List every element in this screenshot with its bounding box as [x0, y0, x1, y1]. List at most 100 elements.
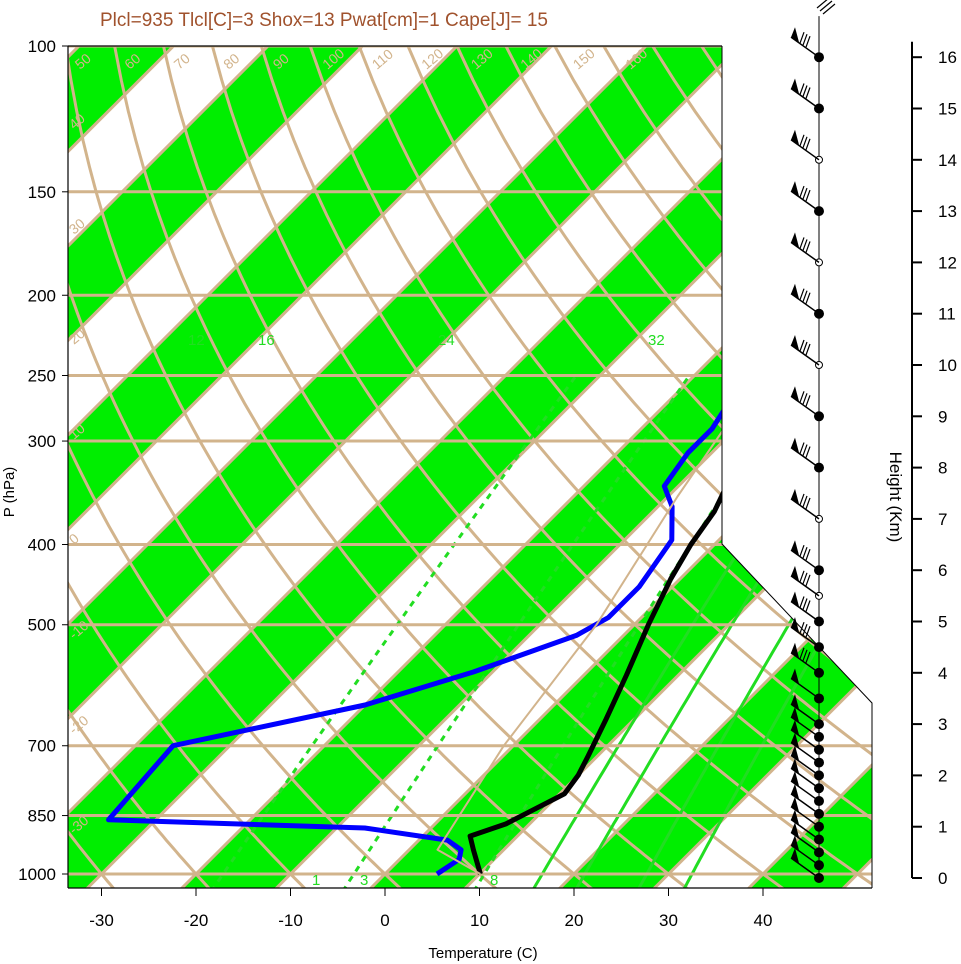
plot-frame — [721, 46, 873, 888]
wind-barb-feather — [805, 35, 811, 48]
wind-barb-feather — [802, 495, 808, 508]
wind-barb — [790, 626, 820, 648]
wind-barb — [790, 190, 820, 212]
wind-barb-feather — [805, 497, 811, 510]
wind-barb-flag — [791, 129, 799, 145]
wind-barb — [790, 293, 820, 315]
height-tick-label: 3 — [938, 715, 947, 734]
wind-barb-flag — [791, 822, 799, 838]
pressure-axis: 100 150 200 250 300 400 500 700 850 1000 — [18, 37, 68, 884]
temperature-band — [68, 46, 779, 888]
height-tick-label: 2 — [938, 766, 947, 785]
wind-barb-feather — [805, 574, 811, 587]
wind-barb-feather — [802, 136, 808, 149]
wind-barb-feather — [802, 598, 808, 610]
height-tick-label: 6 — [938, 561, 947, 580]
wind-barb-feather — [799, 570, 805, 583]
wind-barb-feather — [802, 290, 808, 302]
dry-adiabat-line — [68, 46, 521, 888]
mixing-ratio-line — [341, 374, 691, 888]
wind-barb-feather — [802, 623, 808, 636]
mixing-ratio-label: 1 — [312, 872, 320, 889]
wind-barb — [790, 139, 820, 161]
isotherm-line — [68, 46, 591, 888]
temperature-tick-label: 0 — [380, 911, 389, 930]
mixing-ratio-line — [681, 374, 872, 888]
wind-barb-flag — [791, 27, 799, 43]
wind-barb-feather — [805, 189, 811, 202]
wind-barb-feather — [805, 651, 811, 664]
temperature-band — [68, 46, 590, 888]
wind-barb-feather — [822, 3, 836, 15]
wind-barb-flag — [791, 540, 799, 556]
dry-adiabat-line — [106, 46, 715, 888]
wind-barb-feather — [802, 187, 808, 200]
mixing-ratio-label: 16 — [258, 332, 275, 349]
wind-barb — [790, 344, 820, 366]
wind-barb-flag — [791, 694, 799, 710]
height-tick-label: 9 — [938, 407, 947, 426]
pressure-tick-label: 700 — [28, 737, 56, 756]
wind-barb-feather — [819, 0, 833, 12]
wind-barb — [790, 600, 820, 623]
wind-barb — [790, 498, 820, 520]
wind-barb-feather — [799, 288, 805, 300]
height-tick-label: 12 — [938, 253, 957, 272]
temperature-tick-label: 30 — [659, 911, 678, 930]
wind-barb — [790, 703, 820, 725]
wind-barb-feather — [802, 85, 808, 97]
temperature-tick-label: 10 — [470, 911, 489, 930]
wind-barb-feather — [805, 625, 811, 638]
wind-barb-feather — [805, 600, 811, 612]
wind-barb-flag — [791, 591, 799, 607]
pressure-tick-label: 400 — [28, 536, 56, 555]
height-tick-label: 15 — [938, 100, 957, 119]
dry-adiabat-line — [391, 46, 872, 888]
height-tick-label: 13 — [938, 202, 957, 221]
wind-barb — [790, 652, 820, 674]
isotherm-line — [633, 46, 872, 888]
height-tick-label: 1 — [938, 818, 947, 837]
wind-barb-feather — [816, 0, 828, 9]
pressure-tick-label: 500 — [28, 616, 56, 635]
isotherm-line — [0, 8, 22, 908]
pressure-tick-label: 250 — [28, 366, 56, 385]
isotherm-line — [444, 46, 872, 888]
height-tick-label: 7 — [938, 510, 947, 529]
wind-barb — [790, 446, 820, 469]
mixing-ratio-label: 24 — [438, 332, 455, 349]
wind-barb — [790, 729, 820, 751]
height-tick-label: 14 — [938, 151, 957, 170]
wind-barb-flag — [791, 181, 799, 197]
dry-adiabat-line — [68, 46, 229, 888]
wind-barb-flag — [791, 706, 799, 722]
wind-barb-feather — [802, 444, 808, 456]
wind-barb-feather — [802, 239, 808, 251]
wind-barb — [790, 767, 820, 789]
theta-label: 20 — [722, 242, 744, 264]
wind-barb-feather — [802, 341, 808, 354]
wind-barb-flag — [791, 642, 799, 658]
dry-adiabat-line — [68, 46, 326, 888]
mixing-ratio-label: 32 — [648, 332, 665, 349]
wind-barb-flag — [791, 796, 799, 812]
isotherm-line — [68, 46, 307, 888]
height-tick-label: 10 — [938, 356, 957, 375]
temperature-band — [68, 46, 872, 888]
isotherm-line — [68, 46, 780, 888]
pressure-tick-label: 100 — [28, 37, 56, 56]
wind-barb-feather — [799, 83, 805, 95]
wind-barb-feather — [799, 185, 805, 198]
wind-barb-flag — [791, 848, 799, 863]
wind-barb — [790, 793, 820, 815]
dry-adiabat-line — [296, 46, 872, 888]
height-tick-label: 0 — [938, 869, 947, 888]
pressure-tick-label: 300 — [28, 432, 56, 451]
wind-barb-flag — [791, 335, 799, 350]
theta-label: 10 — [722, 352, 744, 374]
isotherm-line — [68, 46, 685, 888]
wind-barb — [790, 857, 820, 879]
wind-barb-feather — [805, 548, 811, 561]
wind-barb-feather — [802, 572, 808, 585]
